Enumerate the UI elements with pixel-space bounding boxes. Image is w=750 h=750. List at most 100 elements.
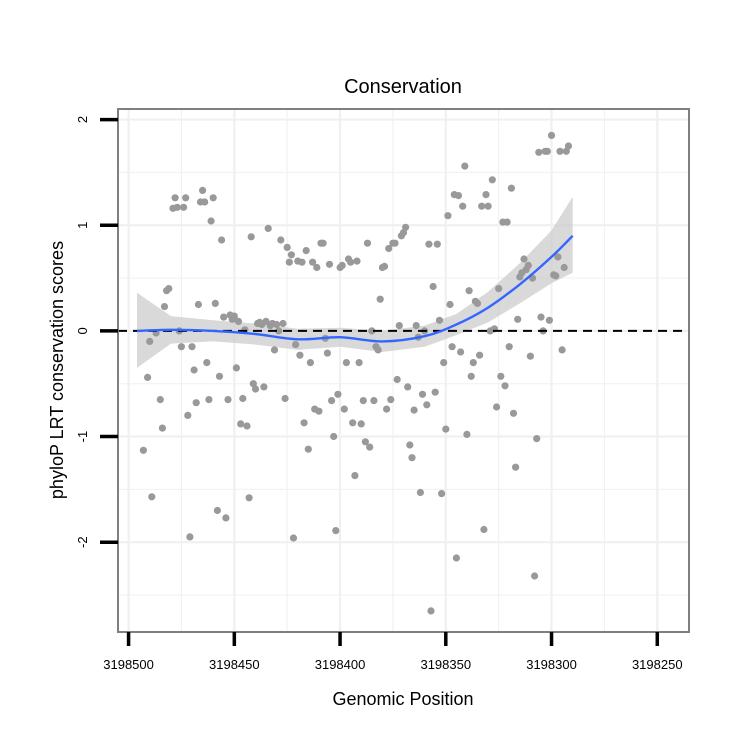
y-axis-title: phyloP LRT conservation scores <box>47 241 67 499</box>
data-point <box>205 396 213 404</box>
data-point <box>514 315 522 323</box>
data-point <box>347 258 355 266</box>
data-point <box>292 341 300 349</box>
data-point <box>402 223 410 231</box>
data-point <box>304 445 312 453</box>
y-tick-label: -2 <box>75 536 90 548</box>
smooth-curve <box>136 234 574 343</box>
data-point <box>408 454 416 462</box>
data-point <box>353 257 361 265</box>
data-point <box>351 472 359 480</box>
data-point <box>374 346 382 354</box>
y-tick-label: 2 <box>75 116 90 123</box>
data-point <box>281 394 289 403</box>
data-point <box>406 441 414 449</box>
data-point <box>177 343 185 351</box>
data-point <box>554 253 562 261</box>
data-point <box>560 263 568 272</box>
data-point <box>459 202 467 210</box>
data-point <box>446 300 454 309</box>
data-point <box>376 295 384 303</box>
data-point <box>273 320 281 329</box>
data-point <box>359 397 367 405</box>
x-tick-label: 3198450 <box>209 657 260 672</box>
data-point <box>173 203 181 211</box>
data-point <box>334 390 342 398</box>
data-point <box>478 202 486 210</box>
data-point <box>476 351 484 359</box>
data-point <box>222 514 230 522</box>
x-tick-label: 3198300 <box>526 657 577 672</box>
data-point <box>182 194 190 202</box>
data-point <box>425 240 433 248</box>
data-point <box>275 327 283 335</box>
data-point <box>404 383 412 391</box>
data-point <box>201 198 209 206</box>
panel-border <box>117 108 690 633</box>
data-point <box>457 348 465 356</box>
data-point <box>440 359 448 367</box>
data-point <box>556 147 564 155</box>
data-point <box>306 359 314 367</box>
data-point <box>207 217 215 225</box>
data-point <box>139 446 147 454</box>
data-point <box>484 202 492 210</box>
data-point <box>416 488 424 497</box>
data-point <box>429 282 437 291</box>
data-point <box>279 319 287 328</box>
data-point <box>537 313 545 321</box>
data-point <box>543 147 551 155</box>
data-point <box>473 299 482 307</box>
data-point <box>545 316 554 324</box>
data-point <box>531 572 539 580</box>
data-point <box>482 191 490 199</box>
data-point <box>342 359 350 367</box>
confidence-band-area <box>137 196 573 368</box>
x-axis-title: Genomic Position <box>332 689 473 709</box>
data-point <box>410 406 418 414</box>
data-point <box>298 258 306 266</box>
data-point <box>488 176 496 184</box>
data-point <box>469 359 477 367</box>
data-point <box>497 372 505 380</box>
data-point <box>300 419 308 427</box>
data-point <box>385 244 393 253</box>
data-point <box>511 463 520 471</box>
data-point <box>160 303 169 311</box>
data-point <box>218 236 226 244</box>
x-tick-label: 3198350 <box>420 657 471 672</box>
data-point <box>547 131 556 139</box>
data-point <box>431 388 439 396</box>
data-point <box>289 534 298 542</box>
data-point <box>393 375 401 384</box>
data-point <box>387 396 395 404</box>
data-point <box>368 327 376 335</box>
data-point <box>313 263 321 272</box>
chart-title: Conservation <box>344 76 462 98</box>
data-point <box>503 218 511 226</box>
data-point <box>215 372 224 380</box>
data-point <box>285 258 293 266</box>
y-tick-label: 0 <box>75 327 90 334</box>
data-point <box>148 493 156 501</box>
data-point <box>332 527 340 535</box>
data-point <box>380 262 389 270</box>
data-point <box>158 424 166 432</box>
data-point <box>315 407 323 415</box>
data-point <box>395 322 403 330</box>
data-point <box>203 359 211 367</box>
data-point <box>391 239 399 247</box>
data-point <box>237 420 245 428</box>
data-point <box>192 399 200 407</box>
data-point <box>427 607 435 615</box>
data-point <box>144 373 152 381</box>
data-point <box>370 397 378 405</box>
data-point <box>188 343 196 351</box>
data-point <box>363 239 372 247</box>
data-point <box>190 366 198 374</box>
data-point <box>224 396 232 404</box>
data-point <box>302 247 310 255</box>
data-point <box>319 239 327 247</box>
data-point <box>349 419 357 427</box>
